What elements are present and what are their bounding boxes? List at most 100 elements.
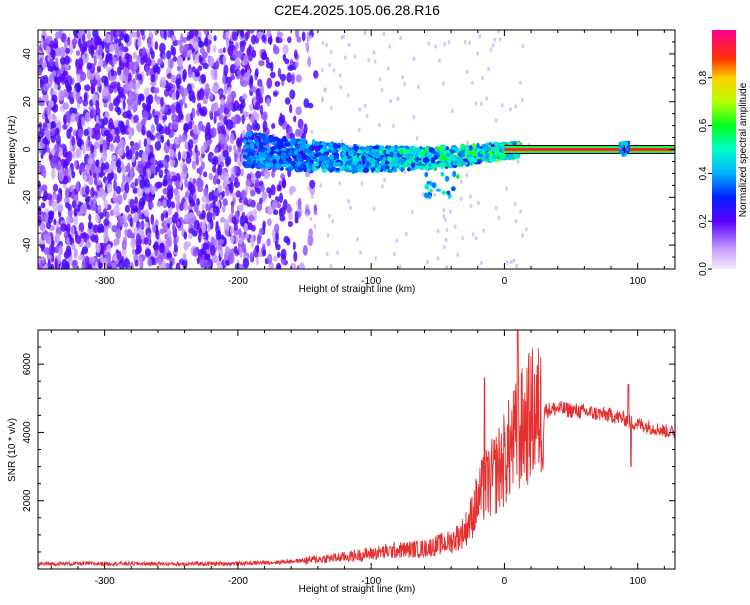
noise-cell bbox=[286, 72, 292, 83]
noise-cell bbox=[114, 106, 121, 113]
noise-cell bbox=[57, 204, 64, 213]
noise-cell bbox=[183, 241, 189, 251]
noise-cell bbox=[210, 244, 216, 256]
signal-cell bbox=[435, 148, 440, 153]
y-tick-label: 2000 bbox=[22, 489, 33, 512]
noise-cell bbox=[86, 62, 92, 70]
noise-cell bbox=[188, 212, 195, 219]
noise-cell bbox=[83, 174, 87, 182]
signal-cell bbox=[472, 142, 476, 150]
noise-cell bbox=[241, 93, 248, 100]
noise-cell bbox=[124, 204, 130, 213]
noise-cell bbox=[51, 168, 56, 180]
noise-cell bbox=[249, 78, 254, 90]
signal-cell bbox=[295, 153, 303, 159]
noise-cell bbox=[74, 82, 81, 93]
noise-cell bbox=[288, 212, 293, 221]
signal-cell bbox=[290, 161, 296, 167]
noise-cell bbox=[415, 136, 419, 141]
noise-cell bbox=[85, 241, 92, 248]
noise-cell bbox=[112, 191, 117, 203]
noise-cell bbox=[207, 222, 211, 233]
noise-cell bbox=[160, 96, 164, 107]
noise-cell bbox=[90, 234, 97, 242]
snr-y-ticks: 2000 4000 6000 bbox=[22, 329, 675, 570]
noise-cell bbox=[295, 106, 302, 116]
noise-cell bbox=[85, 255, 90, 267]
noise-cell bbox=[224, 133, 230, 143]
noise-cell bbox=[250, 189, 256, 197]
noise-cell bbox=[321, 40, 325, 46]
noise-cell bbox=[123, 33, 130, 44]
noise-cell bbox=[308, 228, 313, 238]
noise-cell bbox=[75, 50, 81, 56]
noise-cell bbox=[132, 248, 135, 256]
colorbar-tick-label: 0.0 bbox=[698, 262, 709, 276]
signal-cell bbox=[441, 155, 448, 161]
noise-cell bbox=[77, 57, 84, 69]
noise-cell bbox=[150, 157, 155, 164]
noise-cell bbox=[147, 94, 154, 105]
noise-cell bbox=[239, 30, 244, 36]
noise-cell bbox=[135, 150, 139, 160]
noise-cell bbox=[63, 114, 67, 125]
noise-cell bbox=[184, 102, 188, 109]
signal-cell bbox=[320, 163, 326, 170]
noise-cell bbox=[500, 103, 504, 108]
noise-cell bbox=[363, 30, 367, 36]
noise-cell bbox=[340, 35, 344, 40]
colorbar-tick-label: 0.4 bbox=[698, 166, 709, 180]
noise-cell bbox=[176, 80, 180, 89]
noise-cell bbox=[60, 65, 65, 72]
noise-cell bbox=[325, 251, 329, 257]
noise-cell bbox=[62, 124, 68, 130]
noise-cell bbox=[187, 181, 193, 191]
noise-cell bbox=[205, 203, 209, 212]
signal-cell bbox=[390, 153, 394, 158]
signal-cell bbox=[301, 153, 307, 159]
signal-cell bbox=[259, 133, 266, 140]
noise-cell bbox=[68, 167, 72, 177]
noise-cell bbox=[209, 110, 213, 118]
noise-cell bbox=[42, 84, 49, 92]
noise-cell bbox=[203, 253, 209, 260]
noise-cell bbox=[338, 181, 342, 186]
noise-cell bbox=[412, 56, 416, 61]
noise-cell bbox=[148, 30, 152, 38]
noise-cell bbox=[127, 104, 133, 111]
noise-cell bbox=[144, 178, 150, 190]
noise-cell bbox=[249, 103, 254, 112]
noise-cell bbox=[374, 256, 378, 261]
noise-cell bbox=[87, 221, 93, 230]
noise-cell bbox=[426, 259, 429, 265]
signal-cell bbox=[407, 159, 412, 164]
noise-cell bbox=[292, 241, 296, 251]
noise-cell bbox=[107, 173, 114, 182]
noise-cell bbox=[92, 224, 100, 233]
signal-cell bbox=[286, 156, 292, 162]
noise-cell bbox=[91, 109, 96, 116]
noise-cell bbox=[81, 261, 86, 269]
noise-cell bbox=[81, 246, 89, 255]
noise-cell bbox=[89, 256, 96, 263]
signal-cell bbox=[464, 151, 469, 156]
noise-cell bbox=[438, 58, 441, 63]
noise-cell bbox=[220, 103, 226, 110]
noise-cell bbox=[67, 36, 71, 46]
x-tick-label: -100 bbox=[361, 276, 381, 287]
noise-cell bbox=[48, 99, 54, 108]
noise-cell bbox=[130, 237, 136, 249]
noise-cell bbox=[114, 44, 119, 55]
noise-cell bbox=[206, 43, 211, 54]
noise-cell bbox=[128, 131, 132, 140]
noise-cell bbox=[208, 172, 214, 181]
noise-cell bbox=[232, 197, 236, 205]
noise-cell bbox=[40, 202, 46, 209]
signal-cell bbox=[505, 153, 510, 158]
noise-cell bbox=[219, 194, 223, 201]
noise-cell bbox=[234, 153, 238, 163]
signal-cell bbox=[342, 145, 348, 151]
signal-cell bbox=[367, 151, 374, 157]
signal-cell bbox=[456, 174, 460, 179]
noise-cell bbox=[220, 97, 225, 106]
